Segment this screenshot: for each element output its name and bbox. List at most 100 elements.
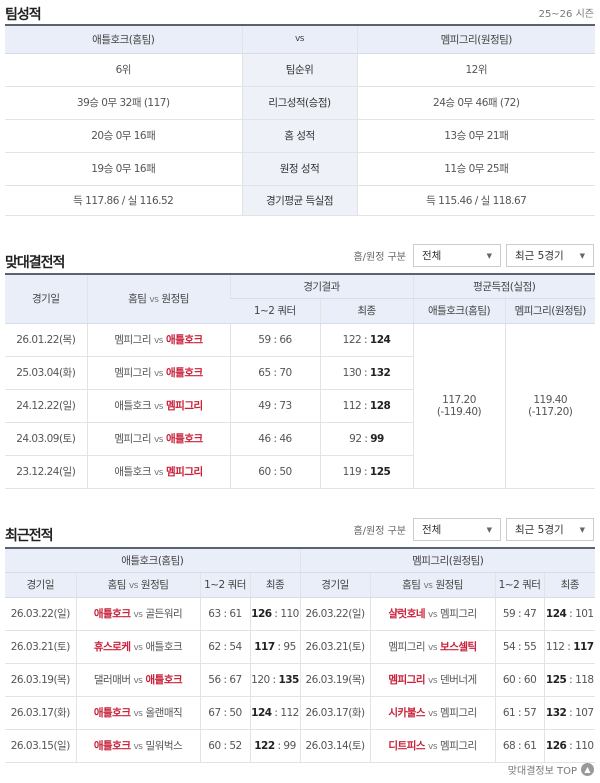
final-away: 132 <box>369 366 391 379</box>
team-record-table: 애틀호크(홈팀) vs 멤피그리(원정팀) 6위 팀순위 12위 39승 0무 32패… <box>5 24 595 216</box>
away-team: 멤피그리 <box>440 707 477 719</box>
half-header: 1~2 쿼터 <box>494 572 545 598</box>
vs-label: vs <box>153 336 164 346</box>
table-row: 25.03.04(화) 멤피그리 vs 애틀호크 65 : 70 130 : 132 <box>5 356 595 390</box>
score-sep: : <box>361 432 371 445</box>
home-team: 애틀호크 <box>114 400 151 412</box>
final-home: 119 <box>342 465 362 478</box>
date: 26.03.21(토) <box>5 630 76 664</box>
away-team-header: 멤피그리(원정팀) <box>356 25 595 54</box>
vs-label: vs <box>133 709 143 719</box>
top-link[interactable]: 맞대결정보 TOP ▲ <box>508 762 594 777</box>
teams-header: 홈팀 vs 원정팀 <box>75 572 200 598</box>
half-header: 1~2 쿼터 <box>199 572 250 598</box>
vs-label: vs <box>428 709 438 719</box>
final-home: 124 <box>251 706 272 719</box>
date: 23.12.24(일) <box>5 455 87 489</box>
date: 26.03.19(목) <box>299 663 371 697</box>
half-score: 68 : 61 <box>494 729 545 763</box>
away-label: 원정팀 <box>140 579 169 591</box>
half-score: 60 : 60 <box>494 663 545 697</box>
half-score: 67 : 50 <box>199 696 250 730</box>
date: 26.01.22(목) <box>5 323 87 357</box>
half-score: 56 : 67 <box>199 663 250 697</box>
vs-label: vs <box>153 435 164 445</box>
teams-cell: 댈러매버 vs 애틀호크 <box>75 663 200 697</box>
final-home: 126 <box>545 739 567 752</box>
date-header: 경기일 <box>5 572 76 598</box>
final-away: 125 <box>369 465 391 478</box>
final-score: 117 : 95 <box>249 630 301 664</box>
final-score: 122 : 99 <box>249 729 301 763</box>
away-team: 애틀호크 <box>145 674 183 686</box>
table-row: 26.03.21(토) 휴스로케 vs 애틀호크 62 : 54 117 : 95 26.0… <box>5 630 595 664</box>
home-team: 애틀호크 <box>93 707 131 719</box>
vs-label: vs <box>133 610 143 620</box>
home-team: 휴스로케 <box>93 641 131 653</box>
vs-label: vs <box>133 742 143 752</box>
home-value: 6위 <box>5 53 242 87</box>
h2h-table: 경기일 홈팀 vs 원정팀 경기결과 평균득점(실점) 1~2 쿼터 최종 애틀호크… <box>5 273 595 489</box>
away-value: 12위 <box>356 53 595 87</box>
final-away: 118 <box>575 673 594 686</box>
game-count-value: 최근 5경기 <box>515 250 564 262</box>
final-score: 122 : 124 <box>319 323 414 357</box>
teams-cell: 멤피그리 vs 덴버너게 <box>369 663 496 697</box>
teams-cell: 애틀호크 vs 밀워벅스 <box>75 729 200 763</box>
caret-down-icon: ▼ <box>579 251 585 260</box>
final-score: 112 : 128 <box>319 389 414 423</box>
date: 25.03.04(화) <box>5 356 87 390</box>
date: 26.03.17(화) <box>5 696 76 730</box>
teams-cell: 애틀호크 vs 골든워리 <box>75 597 200 631</box>
recent-table: 애틀호크(홈팀) 멤피그리(원정팀) 경기일 홈팀 vs 원정팀 1~2 쿼터 최종 경기일… <box>5 547 595 763</box>
home-value: 19승 0무 16패 <box>5 152 242 186</box>
home-team: 멤피그리 <box>114 367 151 379</box>
final-away: 124 <box>369 333 391 346</box>
teams-header: 홈팀 vs 원정팀 <box>86 274 230 324</box>
home-team: 댈러매버 <box>93 674 131 686</box>
game-count-select[interactable]: 최근 5경기 ▼ <box>506 244 594 267</box>
home-team: 멤피그리 <box>388 674 426 686</box>
away-team: 보스셀틱 <box>440 641 477 653</box>
date: 24.12.22(일) <box>5 389 87 423</box>
date: 26.03.21(토) <box>299 630 371 664</box>
vs-label: vs <box>153 468 164 478</box>
caret-down-icon: ▼ <box>579 525 585 534</box>
team-record-row: 20승 0무 16패 홈 성적 13승 0무 21패 <box>5 119 595 153</box>
final-score: 119 : 125 <box>319 455 414 489</box>
away-team: 덴버너게 <box>440 674 477 686</box>
team-record-row: 39승 0무 32패 (117) 리그성적(승점) 24승 0무 46패 (72) <box>5 86 595 120</box>
avg-away-header: 멤피그리(원정팀) <box>504 298 595 324</box>
home-value: 득 117.86 / 실 116.52 <box>5 185 242 216</box>
season-label: 25~26 시즌 <box>538 9 594 20</box>
vs-label: vs <box>428 643 438 653</box>
home-label: 홈팀 <box>107 579 127 591</box>
homeaway-select[interactable]: 전체 ▼ <box>413 244 501 267</box>
avg-away: 119.40 <box>533 393 568 406</box>
homeaway-select[interactable]: 전체 ▼ <box>413 518 501 541</box>
avg-home-header: 애틀호크(홈팀) <box>412 298 506 324</box>
final-home: 122 <box>254 739 275 752</box>
final-away: 117 <box>573 640 594 653</box>
teams-cell: 멤피그리 vs 보스셀틱 <box>369 630 496 664</box>
top-link-label: 맞대결정보 TOP <box>507 766 577 777</box>
final-score: 124 : 112 <box>249 696 301 730</box>
teams-cell: 애틀호크 vs 멤피그리 <box>86 389 230 423</box>
away-team: 멤피그리 <box>440 608 477 620</box>
home-label: 홈팀 <box>402 579 421 591</box>
game-count-select[interactable]: 최근 5경기 ▼ <box>506 518 594 541</box>
home-team: 멤피그리 <box>114 433 151 445</box>
home-team: 멤피그리 <box>388 641 426 653</box>
away-value: 11승 0무 25패 <box>356 152 595 186</box>
table-row: 24.03.09(토) 멤피그리 vs 애틀호크 46 : 46 92 : 99 <box>5 422 595 456</box>
vs-label: vs <box>428 742 438 752</box>
score-sep: : <box>274 739 284 752</box>
date: 26.03.17(화) <box>299 696 371 730</box>
half-score: 65 : 70 <box>229 356 320 390</box>
date-header: 경기일 <box>299 572 371 598</box>
final-home: 92 <box>349 432 362 445</box>
final-home: 117 <box>254 640 275 653</box>
vs-label: vs <box>428 610 438 620</box>
score-sep: : <box>271 607 281 620</box>
away-team: 멤피그리 <box>440 740 477 752</box>
